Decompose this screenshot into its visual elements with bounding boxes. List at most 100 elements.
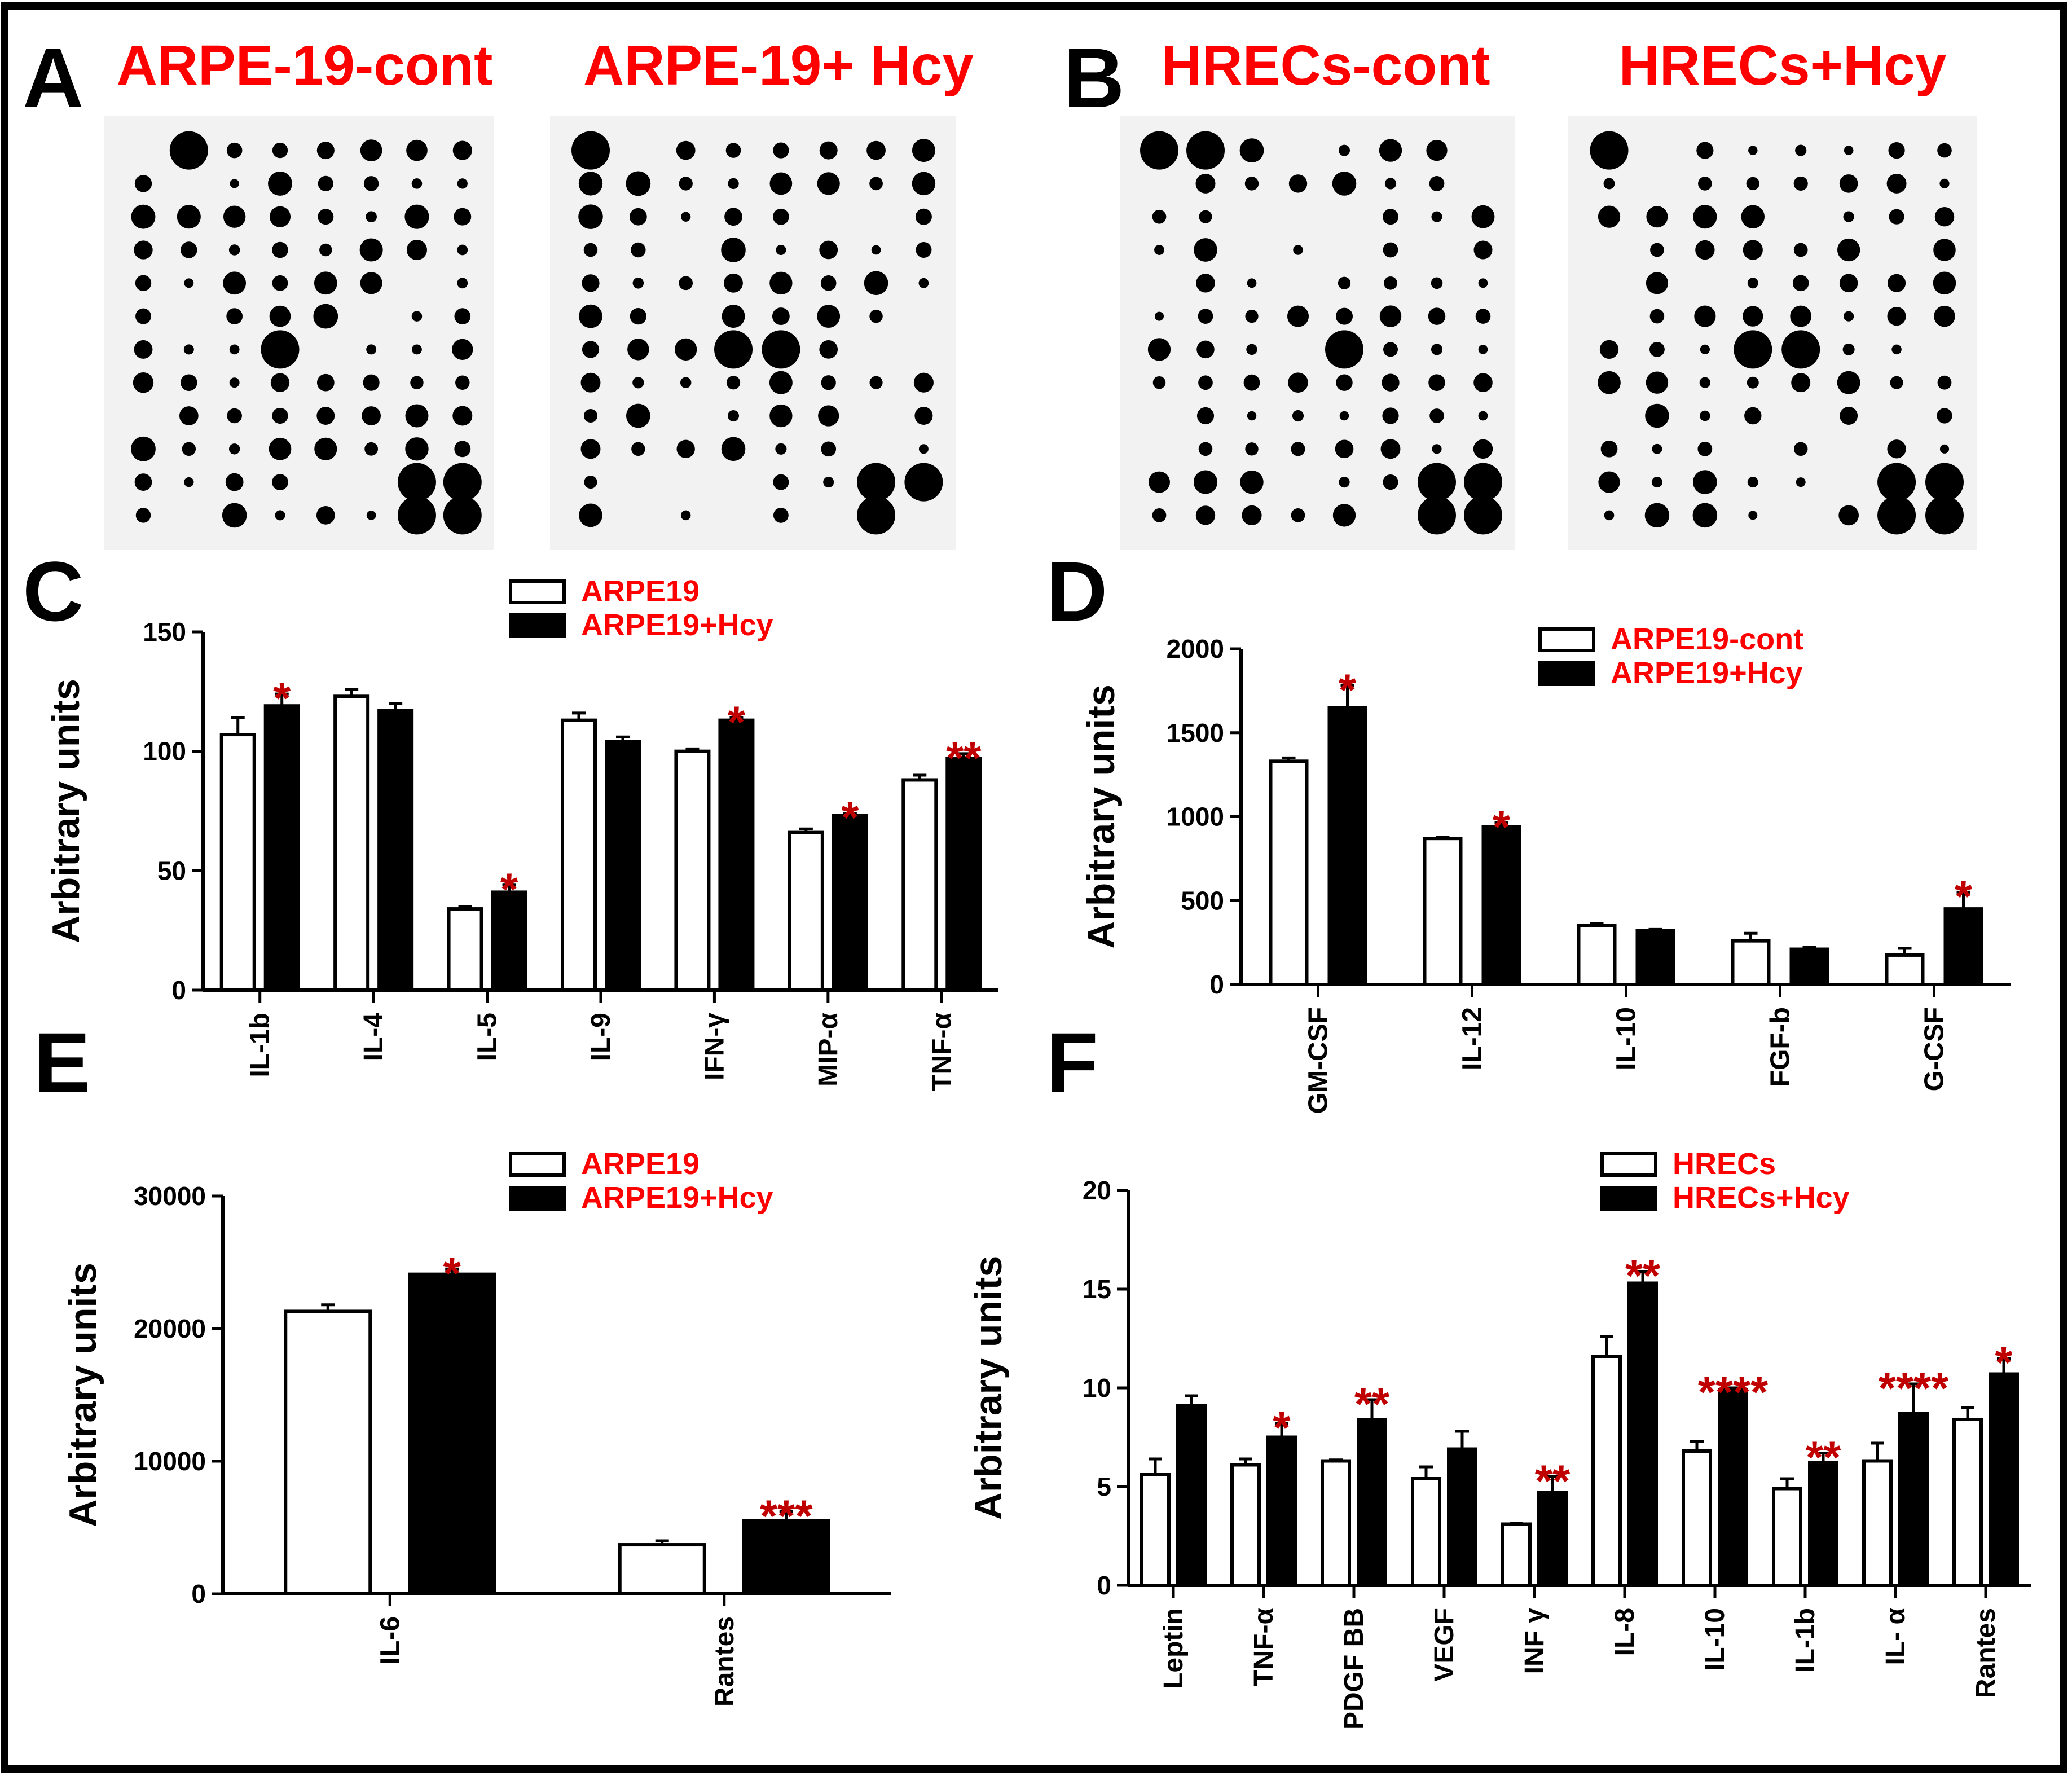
- bar-control: [1230, 1463, 1261, 1587]
- blot-spot: [225, 473, 244, 491]
- bar-treated: [742, 1519, 830, 1595]
- bar-treated: [1718, 1388, 1748, 1587]
- blot-spot: [169, 131, 208, 170]
- blot-spot: [1245, 442, 1259, 456]
- category-label: IL-1b: [1791, 1608, 1820, 1673]
- blot-spot: [582, 274, 600, 292]
- bar-treated: [1481, 825, 1521, 986]
- bar-control: [618, 1543, 706, 1596]
- significance-marker: ****: [1879, 1363, 1949, 1413]
- blot-spot: [228, 244, 240, 256]
- blot-spot: [1243, 374, 1260, 391]
- bar-treated: [605, 740, 641, 992]
- blot-spot: [1598, 471, 1620, 493]
- blot-spot: [1697, 441, 1713, 456]
- panel-letter-f: F: [1046, 1015, 1098, 1110]
- blot-spot: [1604, 510, 1615, 521]
- blot-spot: [819, 340, 838, 359]
- legend-swatch: [509, 613, 566, 638]
- blot-spot: [131, 436, 156, 461]
- significance-marker: *: [1955, 871, 1973, 921]
- blot-spot: [724, 273, 743, 293]
- blot-spot: [1431, 277, 1443, 289]
- blot-image-arpe-hcy: [550, 116, 956, 550]
- bar-control: [1731, 939, 1771, 987]
- blot-spot: [1837, 238, 1860, 262]
- bar-control: [901, 778, 938, 992]
- category-label: IL-4: [359, 1013, 389, 1061]
- y-axis-title: Arbitrary units: [1080, 684, 1123, 949]
- blot-spot: [821, 441, 837, 457]
- bar-control: [1423, 837, 1463, 987]
- bar-treated: [408, 1272, 496, 1595]
- blot-spot: [222, 503, 247, 528]
- bar-treated: [1176, 1404, 1207, 1587]
- blot-spot: [1196, 274, 1215, 293]
- blot-spot: [227, 408, 242, 424]
- blot-spot: [1240, 470, 1264, 494]
- blot-spot: [272, 474, 288, 490]
- blot-spot: [1152, 508, 1167, 522]
- significance-marker: **: [1354, 1379, 1390, 1429]
- bar-control: [284, 1309, 372, 1595]
- panel-letter-d: D: [1046, 544, 1107, 639]
- blot-title-arpe-cont: ARPE-19-cont: [117, 34, 493, 97]
- blot-spot: [452, 140, 472, 160]
- blot-spot: [1382, 373, 1400, 392]
- bar-control: [1321, 1459, 1351, 1587]
- blot-spot: [406, 139, 428, 161]
- blot-spot: [1338, 144, 1350, 156]
- blot-spot: [1747, 477, 1758, 488]
- significance-marker: **: [1535, 1456, 1571, 1506]
- blot-spot: [318, 175, 333, 192]
- category-label: IL-10: [1612, 1007, 1642, 1070]
- blot-spot: [272, 241, 288, 258]
- panel-letter-c: C: [23, 544, 83, 639]
- blot-spot: [1332, 172, 1357, 196]
- blot-spot: [1245, 309, 1259, 323]
- blot-spot: [817, 172, 840, 195]
- blot-spot: [869, 309, 883, 323]
- category-label: TNF-α: [1249, 1608, 1279, 1686]
- blot-spot: [724, 208, 742, 226]
- blot-spot: [864, 271, 888, 296]
- y-tick-label: 20000: [134, 1314, 206, 1343]
- blot-spot: [1383, 242, 1398, 258]
- y-tick-label: 1500: [1167, 718, 1224, 748]
- blot-spot: [1844, 146, 1854, 155]
- blot-spot: [1379, 139, 1402, 162]
- blot-spot: [134, 240, 153, 260]
- blot-spot: [1603, 178, 1615, 190]
- blot-spot: [1741, 205, 1765, 228]
- blot-spot: [1244, 177, 1259, 191]
- blot-spot: [912, 139, 935, 162]
- blot-spot: [457, 278, 468, 289]
- chart-e: 0 10000 20000 30000 Arbitrary units IL-6 * Rant…: [61, 1147, 891, 1707]
- significance-marker: *: [1995, 1338, 2013, 1388]
- legend-swatch: [1600, 1152, 1657, 1177]
- y-axis-title: Arbitrary units: [967, 1256, 1010, 1520]
- legend-label: ARPE19+Hcy: [581, 608, 773, 642]
- blot-spot: [443, 463, 482, 502]
- bar-treated: [1789, 947, 1829, 987]
- blot-spot: [272, 142, 288, 159]
- blot-spot: [457, 178, 468, 189]
- blot-spot: [676, 140, 696, 160]
- bar-treated: [377, 709, 414, 992]
- blot-spot: [1478, 411, 1488, 421]
- blot-spot: [1293, 245, 1303, 255]
- y-tick-label: 0: [171, 975, 186, 1005]
- blot-spot: [1598, 205, 1621, 228]
- blot-spot: [1746, 177, 1759, 191]
- blot-spot: [229, 344, 240, 355]
- blot-spot: [1332, 504, 1356, 527]
- bar-control: [1682, 1449, 1712, 1587]
- blot-spot: [226, 308, 243, 324]
- blot-spot: [627, 339, 649, 361]
- category-label: MIP-α: [813, 1013, 843, 1087]
- blot-spot: [314, 271, 337, 295]
- blot-spot: [457, 244, 468, 256]
- blot-membrane: [550, 116, 956, 550]
- blot-spot: [412, 344, 422, 355]
- blot-spot: [1839, 174, 1858, 193]
